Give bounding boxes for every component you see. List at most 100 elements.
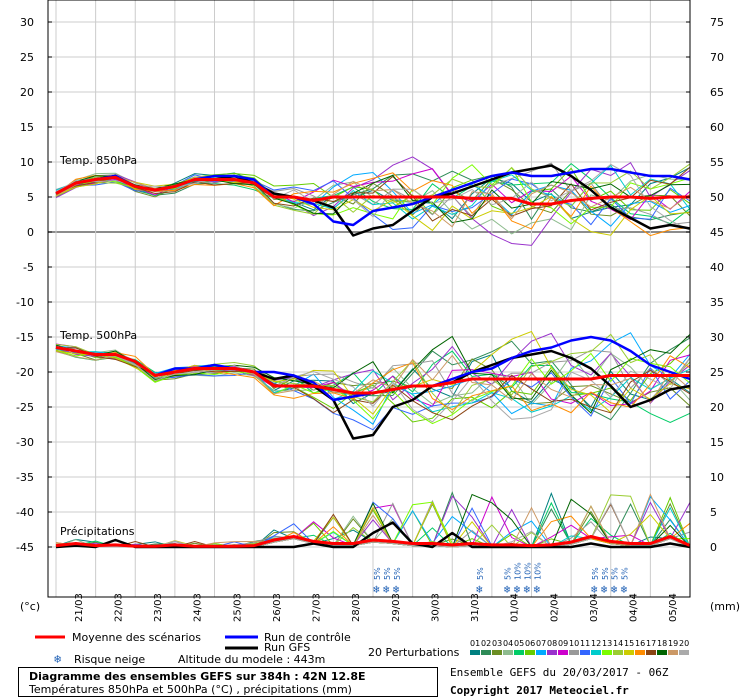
left-tick-label: 20 [20, 86, 34, 99]
snowflake-icon: ❄ [621, 583, 628, 596]
pert-number: 18 [657, 639, 667, 648]
pert-line-500 [55, 332, 691, 425]
snowflake-icon: ❄ [533, 583, 540, 596]
t850-label: Temp. 850hPa [59, 154, 137, 167]
pert-swatch [492, 650, 502, 655]
pert-swatch [602, 650, 612, 655]
x-tick-label: 28/03 [351, 593, 362, 622]
pert-line-850 [55, 170, 691, 221]
pert-number: 08 [547, 639, 557, 648]
legend-altitude: Altitude du modele : 443m [178, 653, 325, 666]
pert-swatch [569, 650, 579, 655]
right-tick-label: 55 [710, 156, 724, 169]
snow-percent-label: 5% [611, 567, 620, 580]
pert-swatch [514, 650, 524, 655]
x-tick-label: 25/03 [232, 593, 243, 622]
pert-swatch [679, 650, 689, 655]
snowflake-icon: ❄ [476, 583, 483, 596]
left-tick-label: -5 [23, 261, 34, 274]
pert-swatch [646, 650, 656, 655]
left-axis-unit: (°c) [20, 600, 40, 613]
pert-line-850 [55, 172, 691, 237]
pert-swatch [624, 650, 634, 655]
panel-labels: Temp. 850hPa Temp. 500hPa Précipitations… [20, 154, 740, 613]
info-box: Diagramme des ensembles GEFS sur 384h : … [18, 667, 438, 697]
snow-percent-label: 5% [373, 567, 382, 580]
pert-number: 05 [514, 639, 524, 648]
pert-number: 01 [470, 639, 480, 648]
x-tick-label: 26/03 [272, 593, 283, 622]
legend-gfs-label: Run GFS [264, 641, 310, 654]
left-tick-label: 0 [27, 226, 34, 239]
pert-swatch [580, 650, 590, 655]
grid [48, 0, 691, 597]
x-tick-label: 24/03 [193, 593, 204, 622]
x-tick-label: 23/03 [153, 593, 164, 622]
left-tick-label: -40 [16, 506, 34, 519]
right-tick-label: 10 [710, 471, 724, 484]
x-tick-label: 21/03 [74, 593, 85, 622]
footer-subtitle: Températures 850hPa et 500hPa (°C) , pré… [29, 683, 352, 696]
right-axis-unit: (mm) [710, 600, 740, 613]
snow-percent-label: 5% [601, 567, 610, 580]
pert-number: 17 [646, 639, 656, 648]
x-tick-label: 22/03 [113, 593, 124, 622]
pert-swatch [503, 650, 513, 655]
pert-number: 19 [668, 639, 678, 648]
snowflake-icon: ❄ [524, 583, 531, 596]
pert-swatch [657, 650, 667, 655]
legend-mean-label: Moyenne des scénarios [72, 631, 201, 644]
snowflake-icon: ❄ [504, 583, 511, 596]
x-tick-label: 27/03 [312, 593, 323, 622]
x-tick-label: 05/04 [668, 593, 679, 622]
main-series [55, 164, 691, 549]
left-tick-label: 5 [27, 191, 34, 204]
right-tick-label: 75 [710, 16, 724, 29]
left-tick-label: -45 [16, 541, 34, 554]
pert-number: 14 [613, 639, 623, 648]
t850-mean-line [55, 175, 690, 206]
legend-perturbations-label: 20 Perturbations [368, 646, 460, 659]
right-tick-label: 25 [710, 366, 724, 379]
snowflake-icon: ❄ [383, 583, 390, 596]
x-tick-label: 02/04 [549, 593, 560, 622]
pert-swatch [481, 650, 491, 655]
right-tick-label: 5 [710, 506, 717, 519]
pert-swatch [635, 650, 645, 655]
snowflake-icon: ❄ [601, 583, 608, 596]
left-tick-label: 15 [20, 121, 34, 134]
x-tick-label: 30/03 [430, 593, 441, 622]
pert-swatch [547, 650, 557, 655]
pert-line-500 [55, 349, 691, 425]
snowflake-icon: ❄ [54, 652, 61, 666]
pert-number: 03 [492, 639, 502, 648]
pert-number: 15 [624, 639, 634, 648]
snow-percent-label: 10% [533, 562, 542, 580]
snow-percent-label: 10% [524, 562, 533, 580]
pert-swatch [668, 650, 678, 655]
right-tick-label: 20 [710, 401, 724, 414]
pert-number: 16 [635, 639, 645, 648]
left-tick-label: -20 [16, 366, 34, 379]
x-tick-label: 04/04 [629, 593, 640, 622]
left-tick-label: 25 [20, 51, 34, 64]
pert-number: 09 [558, 639, 568, 648]
pert-number: 20 [679, 639, 689, 648]
snow-percent-label: 5% [621, 567, 630, 580]
snow-percent-label: 5% [393, 567, 402, 580]
pert-number: 04 [503, 639, 513, 648]
snowflake-icon: ❄ [611, 583, 618, 596]
right-tick-label: 15 [710, 436, 724, 449]
pert-swatch [525, 650, 535, 655]
left-tick-label: -35 [16, 471, 34, 484]
left-tick-label: -30 [16, 436, 34, 449]
left-tick-label: -25 [16, 401, 34, 414]
pert-number: 10 [569, 639, 579, 648]
right-tick-label: 60 [710, 121, 724, 134]
right-tick-label: 50 [710, 191, 724, 204]
snow-percent-label: 5% [476, 567, 485, 580]
legend-snow-label: Risque neige [74, 653, 145, 666]
perturbation-lines [55, 156, 691, 548]
